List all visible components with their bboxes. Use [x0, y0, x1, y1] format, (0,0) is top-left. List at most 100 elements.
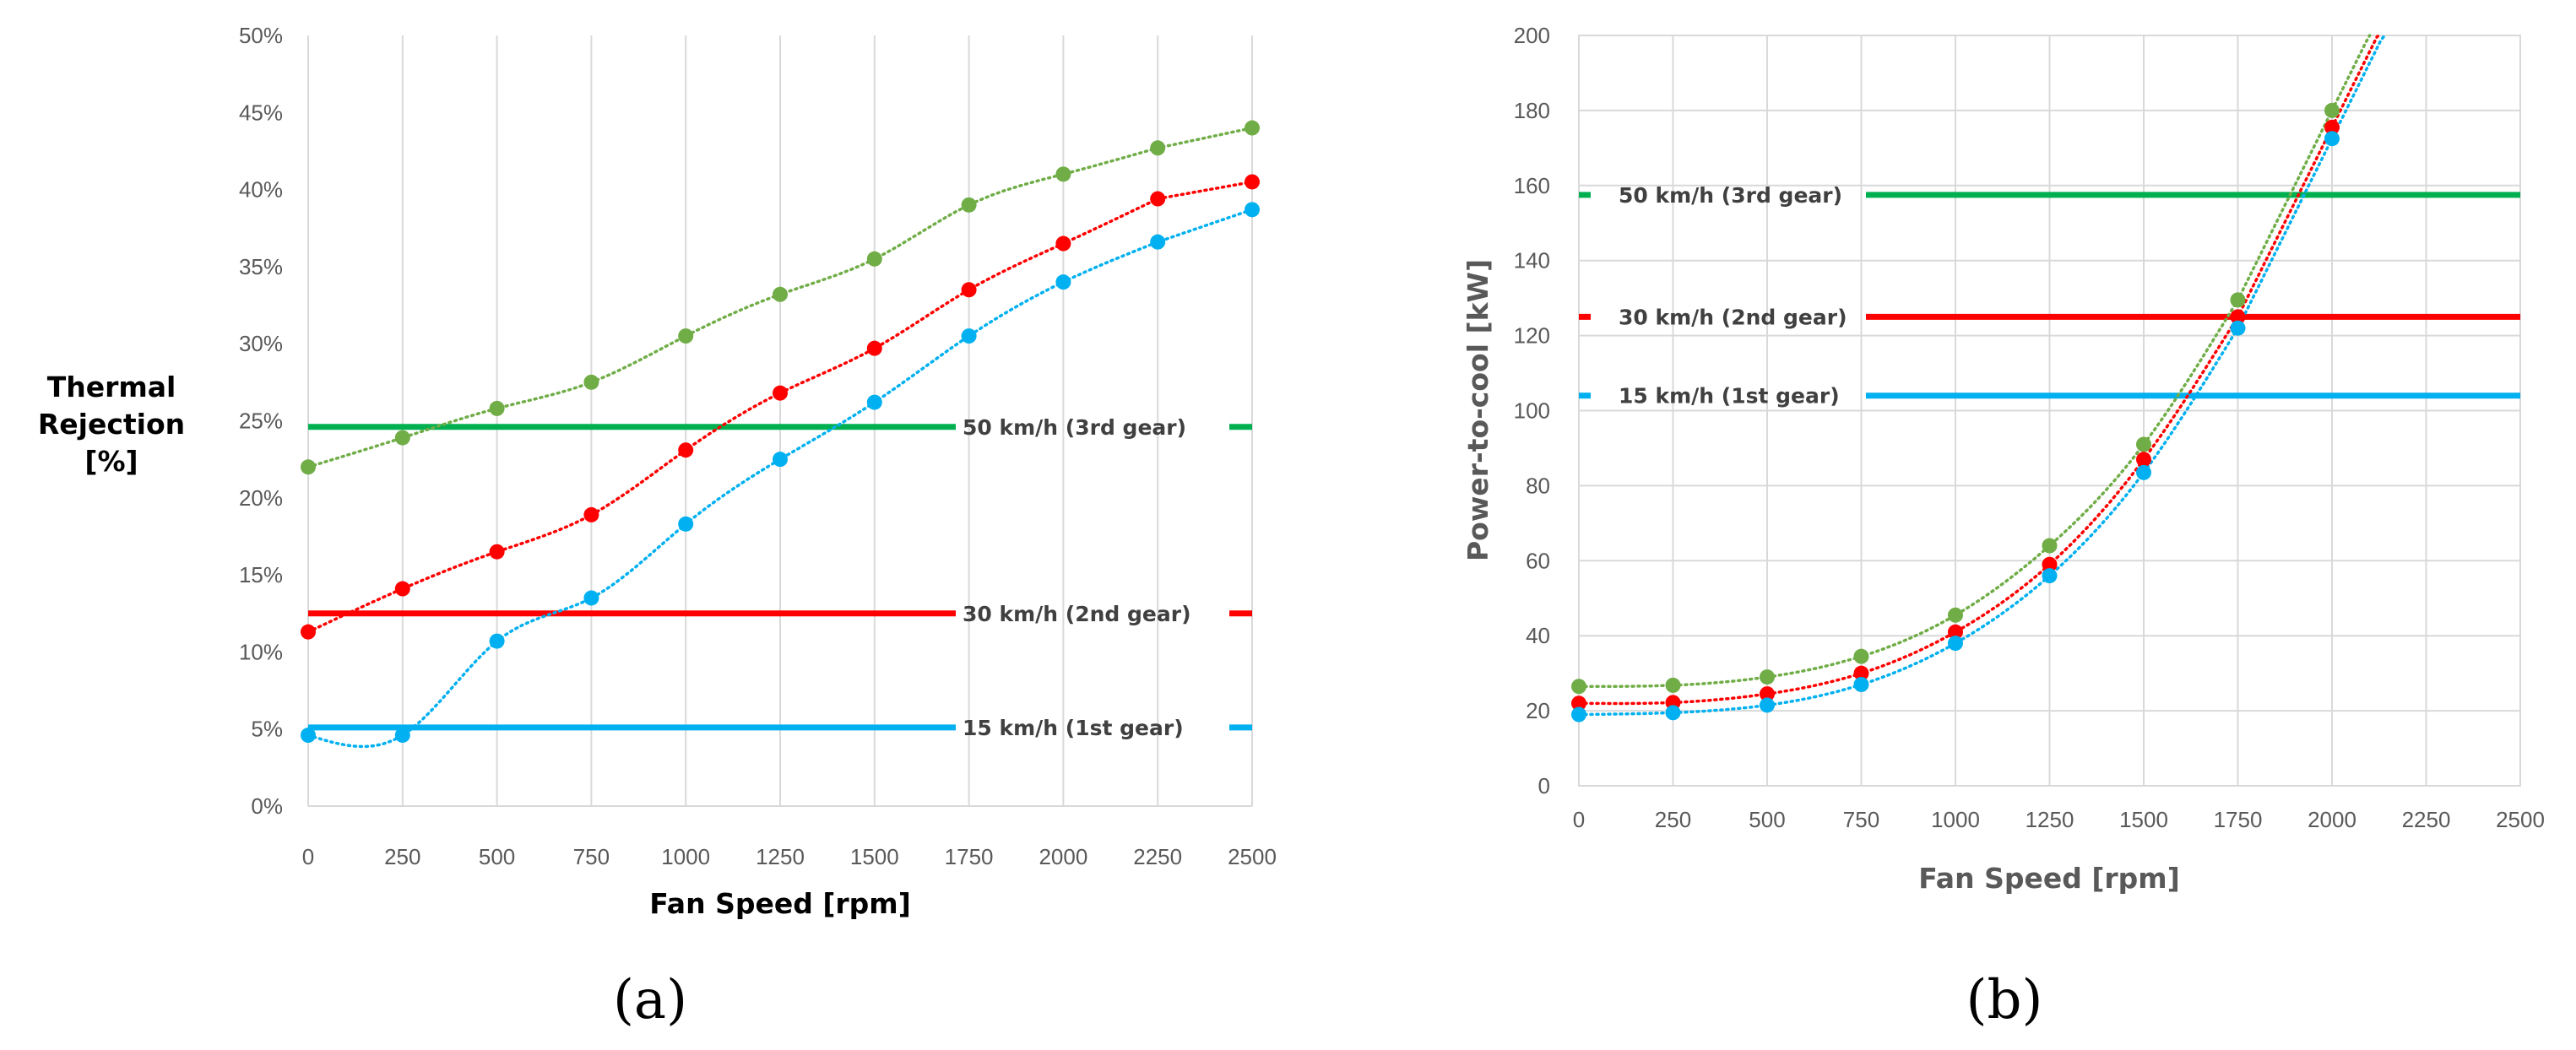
- chart-b-point: [1948, 636, 1963, 652]
- chart-b-point: [2042, 538, 2058, 554]
- chart-b-point: [2324, 102, 2340, 118]
- chart-a-point: [394, 728, 410, 744]
- chart-b-point: [2230, 320, 2246, 336]
- chart-b-point: [2230, 292, 2246, 308]
- chart-a-x-tick-label: 1750: [945, 844, 994, 869]
- chart-b-point: [1571, 706, 1586, 723]
- chart-b-y-tick-label: 80: [1526, 473, 1550, 498]
- chart-a-x-tick-label: 2000: [1039, 844, 1087, 869]
- chart-b-x-tick-label: 2250: [2402, 807, 2451, 832]
- chart-a-point: [1245, 120, 1260, 136]
- chart-b-x-tick-label: 2000: [2308, 807, 2356, 832]
- chart-a-point: [301, 624, 316, 640]
- chart-b-ylabel: Power-to-cool [kW]: [1462, 259, 1494, 561]
- chart-b-point: [1853, 665, 1869, 681]
- chart-a-point: [961, 328, 977, 344]
- chart-b-point: [1571, 679, 1586, 695]
- chart-a-point: [773, 286, 788, 302]
- chart-a-point: [961, 197, 977, 213]
- chart-a-point: [1055, 274, 1071, 290]
- chart-b-point: [1760, 697, 1775, 713]
- chart-a-reference-label: 30 km/h (2nd gear): [963, 602, 1191, 626]
- chart-a-reference-label: 50 km/h (3rd gear): [963, 415, 1186, 440]
- chart-b-trendlines: [1577, 34, 2387, 717]
- chart-a-point: [678, 442, 694, 458]
- chart-a-reference-label: 15 km/h (1st gear): [963, 716, 1184, 740]
- chart-b-x-tick-label: 500: [1749, 807, 1785, 832]
- chart-a-point: [583, 374, 599, 390]
- chart-a-x-tick-label: 1000: [661, 844, 710, 869]
- chart-a-point: [866, 394, 882, 410]
- chart-a-ylabel-line-1: Thermal: [47, 371, 176, 403]
- chart-b-point: [2136, 452, 2151, 468]
- chart-b-y-tick-label: 0: [1538, 773, 1550, 798]
- chart-b-point: [2042, 568, 2058, 584]
- chart-b-point: [1853, 676, 1869, 692]
- chart-b-x-tick-label: 250: [1655, 807, 1691, 832]
- chart-a-y-tick-label: 0%: [251, 793, 283, 819]
- chart-a-y-tick-label: 25%: [239, 409, 283, 434]
- chart-a-point: [1150, 234, 1166, 250]
- chart-b-y-tick-label: 180: [1514, 98, 1550, 123]
- chart-b-trendline-0: [1577, 34, 2372, 688]
- chart-a-x-tick-label: 0: [302, 844, 314, 869]
- chart-a-reference-lines: 50 km/h (3rd gear) 30 km/h (2nd gear) 15 k…: [308, 415, 1252, 740]
- chart-a-ylabel-line-2: Rejection: [38, 408, 185, 441]
- chart-b-point: [2042, 556, 2058, 572]
- chart-a-x-tick-labels: 0 250 500 750 1000 1250 1500 1750 2000 2250 2500: [302, 844, 1277, 869]
- chart-a-panel-label: (a): [613, 969, 687, 1031]
- chart-a-point: [301, 728, 316, 744]
- chart-b-y-tick-labels: 0 20 40 60 80 100 120 140 160 180 200: [1514, 23, 1550, 798]
- chart-b-point: [1760, 669, 1775, 685]
- chart-a-y-tick-label: 40%: [239, 177, 283, 203]
- chart-a-point: [773, 385, 788, 401]
- chart-a-point: [301, 459, 316, 475]
- chart-a-y-tick-label: 20%: [239, 485, 283, 511]
- chart-a-y-tick-labels: 0% 5% 10% 15% 20% 25% 30% 35% 40% 45% 50%: [239, 23, 283, 819]
- chart-a-point: [1245, 174, 1260, 190]
- chart-a-x-tick-label: 2500: [1228, 844, 1277, 869]
- chart-b-x-tick-label: 1000: [1931, 807, 1980, 832]
- chart-b-point: [2324, 119, 2340, 135]
- chart-a-y-tick-label: 50%: [239, 23, 283, 48]
- chart-b-y-tick-label: 140: [1514, 248, 1550, 273]
- chart-b-trendline-2: [1577, 34, 2387, 717]
- chart-b-point: [1760, 686, 1775, 702]
- chart-a-xlabel: Fan Speed [rpm]: [649, 887, 911, 920]
- chart-b-xlabel: Fan Speed [rpm]: [1918, 862, 2180, 895]
- chart-b-y-tick-label: 40: [1526, 623, 1550, 648]
- chart-b-point: [2230, 309, 2246, 325]
- chart-a-point: [394, 581, 410, 597]
- chart-a-y-tick-label: 15%: [239, 562, 283, 587]
- chart-b-reference-label: 30 km/h (2nd gear): [1619, 305, 1847, 329]
- chart-a-y-tick-label: 10%: [239, 639, 283, 664]
- chart-a-point: [866, 340, 882, 356]
- chart-a-point: [1150, 191, 1166, 207]
- chart-b-point: [1948, 624, 1963, 640]
- chart-b-y-tick-label: 20: [1526, 698, 1550, 723]
- chart-a: 0 250 500 750 1000 1250 1500 1750 2000 2250 2500 0…: [38, 23, 1277, 1031]
- chart-a-point: [678, 328, 694, 344]
- chart-a-point: [1150, 140, 1166, 156]
- chart-a-y-tick-label: 5%: [251, 717, 283, 742]
- chart-b-point: [1665, 705, 1681, 721]
- chart-b-gridlines: [1578, 35, 2521, 787]
- chart-b-x-tick-label: 0: [1573, 807, 1585, 832]
- chart-a-point: [583, 506, 599, 522]
- chart-b-x-tick-label: 2500: [2496, 807, 2545, 832]
- chart-b-y-tick-label: 160: [1514, 173, 1550, 198]
- chart-a-point: [489, 400, 505, 416]
- chart-b-trendline-1: [1577, 34, 2383, 706]
- chart-b-y-tick-label: 200: [1514, 23, 1550, 48]
- chart-a-point: [678, 516, 694, 532]
- chart-b-y-tick-label: 100: [1514, 398, 1550, 424]
- chart-a-point: [773, 452, 788, 468]
- chart-b-reference-label: 15 km/h (1st gear): [1619, 384, 1840, 409]
- chart-a-x-tick-label: 1250: [756, 844, 805, 869]
- chart-a-trendline-2: [306, 208, 1254, 749]
- chart-a-point: [583, 590, 599, 606]
- chart-b-x-tick-labels: 0 250 500 750 1000 1250 1500 1750 2000 2250 2500: [1573, 807, 2545, 832]
- chart-a-y-tick-label: 30%: [239, 331, 283, 356]
- chart-b-reference-label: 50 km/h (3rd gear): [1619, 183, 1842, 208]
